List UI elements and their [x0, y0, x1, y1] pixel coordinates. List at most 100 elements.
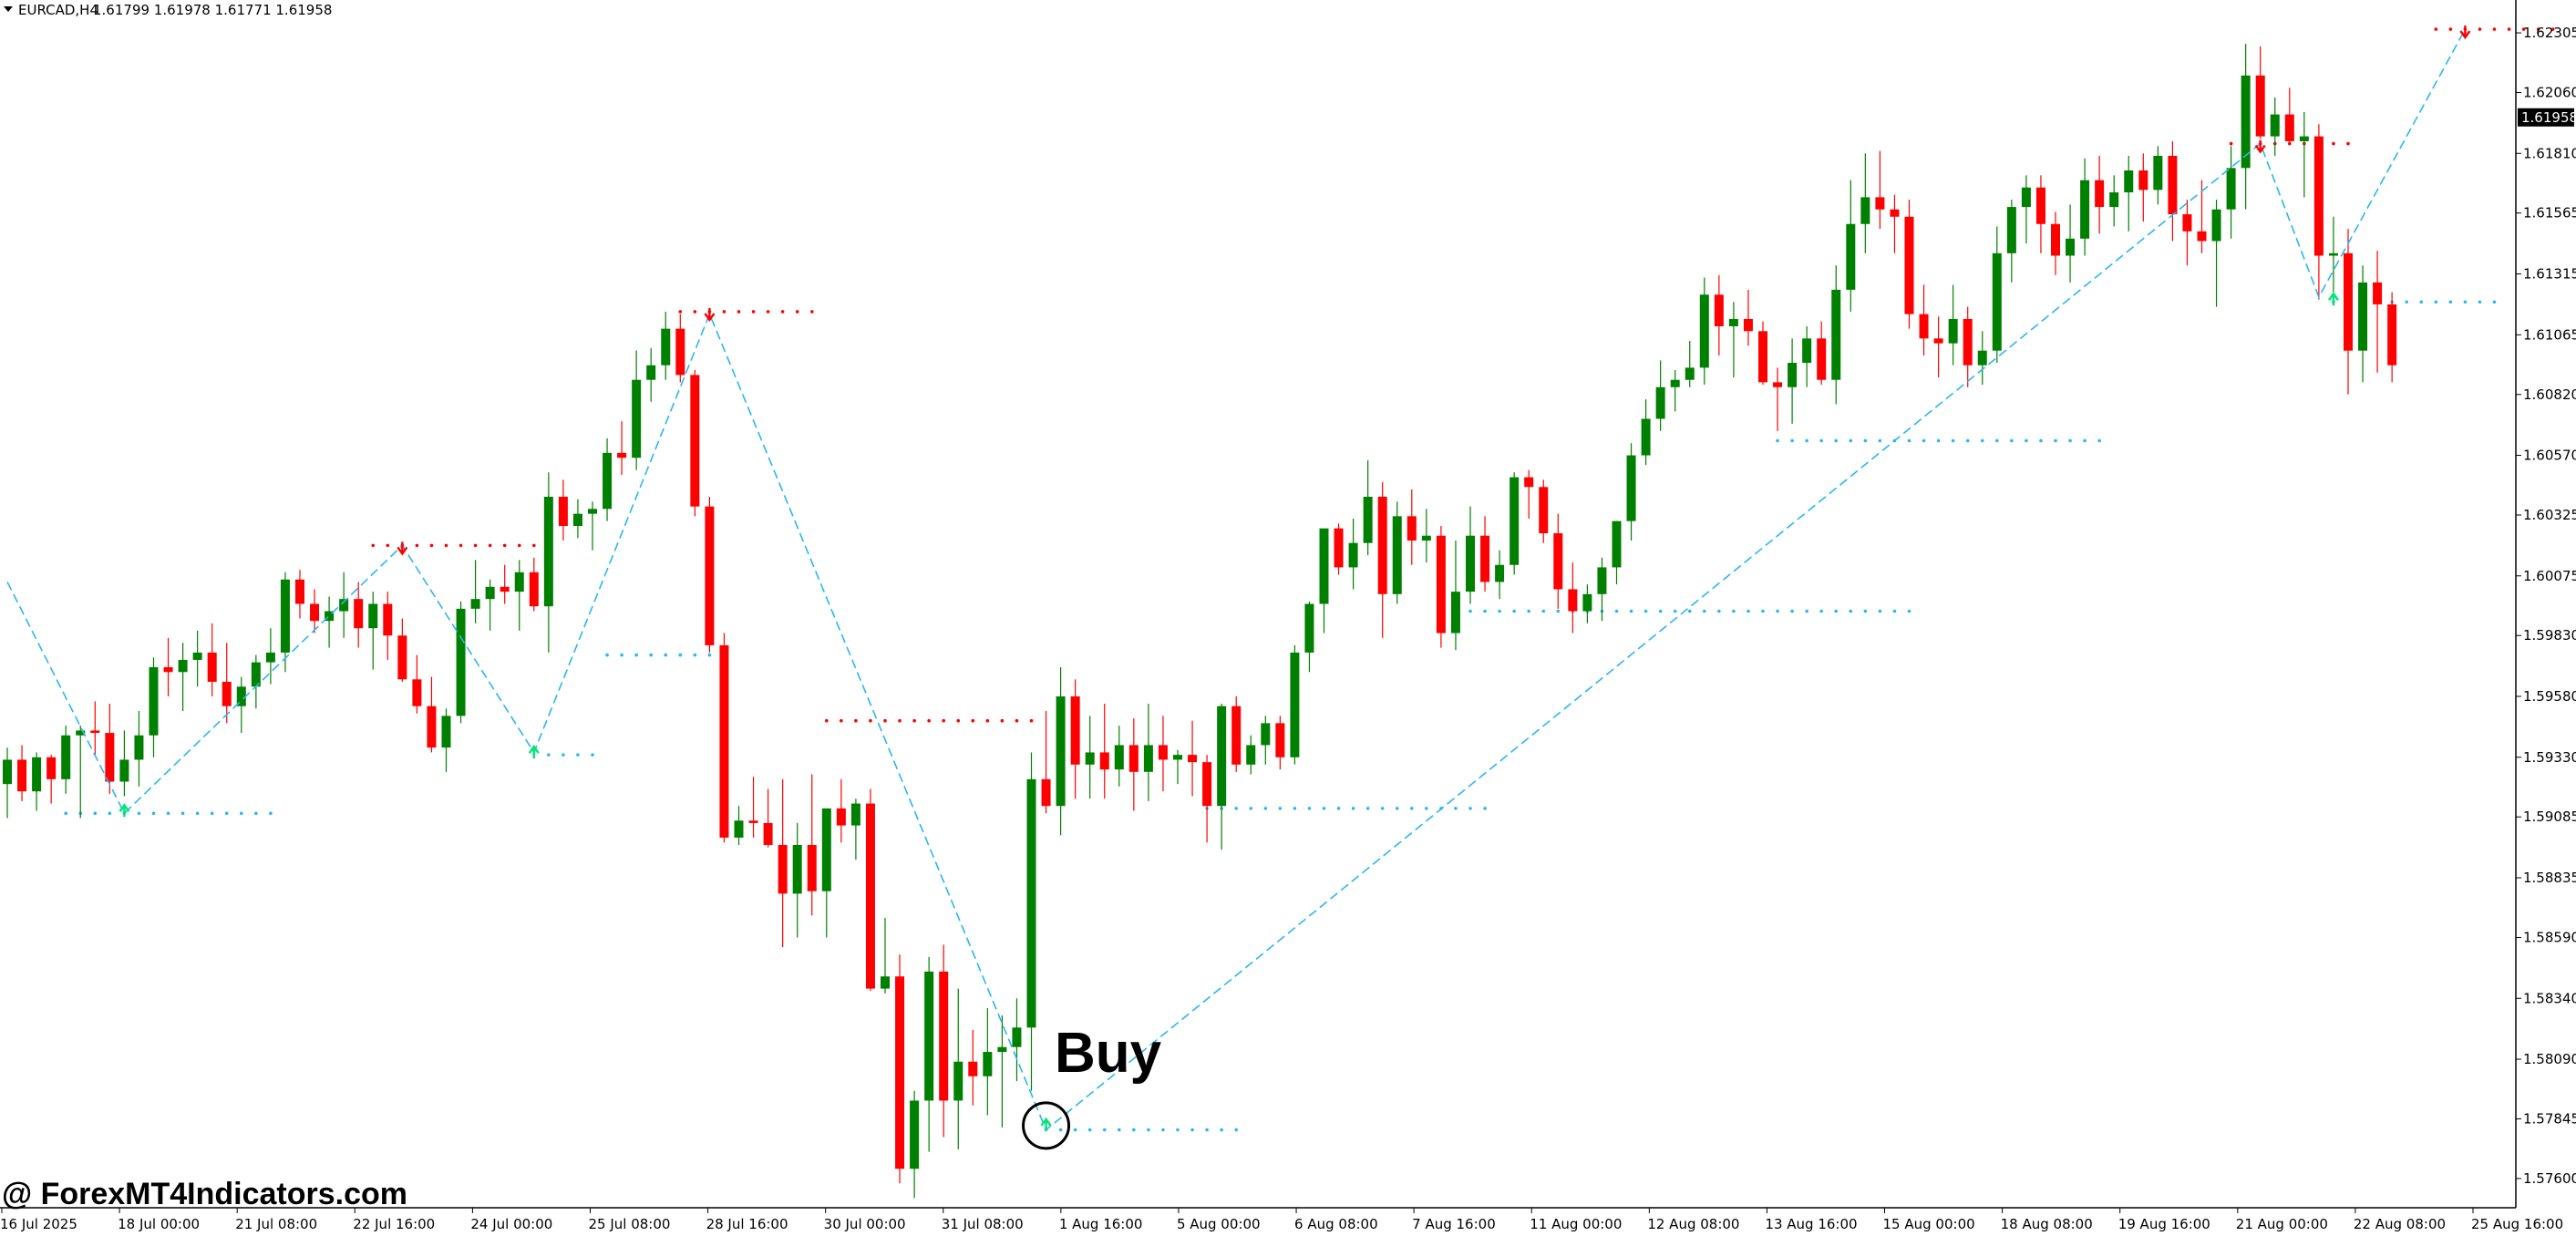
support-dot [1307, 807, 1312, 810]
candle-body [339, 599, 349, 612]
candle-body [1992, 252, 2002, 351]
candle-body [1041, 778, 1051, 807]
candle-body [1699, 294, 1709, 368]
candle-body [968, 1061, 978, 1076]
price-tick-label: 1.59085 [2523, 809, 2576, 825]
candle-body [310, 603, 320, 622]
support-dot [108, 811, 112, 816]
support-dot [576, 753, 580, 757]
support-dot [224, 811, 229, 816]
candle-body [1128, 745, 1139, 772]
sell-arrow-icon [2459, 26, 2471, 40]
support-dot [1351, 807, 1355, 810]
candle-body [1070, 696, 1080, 765]
candle-body [603, 452, 613, 510]
candle-body [1714, 294, 1724, 326]
candle-body [500, 586, 510, 592]
support-dot [1541, 609, 1546, 613]
time-tick-label: 15 Aug 00:00 [1883, 1216, 1975, 1232]
sell-arrow-icon [2254, 139, 2266, 154]
candle-body [1275, 723, 1285, 757]
candle-body [881, 976, 890, 989]
price-tick-label: 1.61065 [2523, 326, 2576, 343]
candle-body [1202, 762, 1212, 807]
resistance-dot [532, 543, 536, 548]
candle-body [1597, 567, 1607, 594]
candle-body [1450, 592, 1460, 633]
support-dot [1805, 609, 1808, 613]
candle-body [719, 644, 729, 838]
candle-body [265, 652, 275, 663]
candle-body [705, 506, 715, 645]
candle-body [1919, 314, 1929, 339]
support-dot [1687, 609, 1692, 613]
candle-body [558, 496, 568, 527]
support-dot [240, 811, 243, 816]
support-dot [2039, 438, 2043, 443]
candle-body [850, 803, 860, 826]
candle-body [1831, 289, 1841, 380]
dropdown-triangle-icon[interactable] [4, 6, 13, 12]
resistance-dot [2536, 27, 2540, 31]
support-dot [1058, 1128, 1063, 1132]
resistance-dot [942, 718, 945, 723]
candle-body [1334, 528, 1344, 568]
candle-body [1626, 455, 1636, 521]
support-dot [707, 653, 712, 657]
buy-arrow-icon [1040, 1117, 1052, 1131]
support-dot [151, 811, 156, 816]
time-tick-label: 21 Aug 00:00 [2236, 1216, 2328, 1232]
support-dot [1425, 807, 1428, 810]
buy-arrow-icon [118, 803, 130, 818]
support-dot [1249, 807, 1253, 810]
candle-body [46, 757, 57, 779]
candle-body [1670, 379, 1680, 387]
support-dot [1761, 609, 1765, 613]
price-tick-label: 1.57600 [2523, 1170, 2576, 1187]
resistance-dot [2550, 27, 2555, 31]
candles [3, 44, 2397, 1199]
support-dot [254, 811, 258, 816]
resistance-dot [2229, 141, 2233, 146]
price-tick-label: 1.62060 [2523, 85, 2576, 101]
candle-body [2153, 155, 2163, 191]
support-dot [137, 811, 141, 816]
candle-body [2035, 187, 2045, 224]
buy-arrow-icon [528, 745, 540, 759]
support-dot [1951, 438, 1955, 443]
candle-body [1392, 516, 1402, 594]
time-tick-label: 5 Aug 00:00 [1177, 1216, 1261, 1232]
support-dot [1863, 438, 1868, 443]
resistance-dot [415, 543, 419, 548]
time-tick-label: 1 Aug 16:00 [1059, 1216, 1143, 1232]
support-dot [678, 653, 683, 657]
candle-body [2124, 170, 2134, 193]
candle-body [1963, 318, 1973, 366]
current-price-tag-box [2518, 108, 2574, 127]
price-tick-label: 1.58590 [2523, 929, 2576, 945]
candle-body [1246, 745, 1256, 765]
support-dot [1087, 1128, 1092, 1132]
candle-body [2328, 252, 2338, 256]
support-dot [2010, 438, 2014, 443]
time-tick-label: 18 Aug 08:00 [2001, 1216, 2093, 1232]
support-dot [649, 653, 653, 657]
candle-body [236, 686, 246, 706]
support-dot [1776, 609, 1779, 613]
support-dot [1278, 807, 1283, 810]
resistance-dot [927, 718, 931, 723]
support-dot [1643, 609, 1648, 613]
resistance-dot [840, 718, 843, 723]
resistance-dot [898, 718, 902, 723]
support-dot [1614, 609, 1619, 613]
time-tick-label: 28 Jul 16:00 [706, 1216, 788, 1232]
candle-body [632, 379, 642, 458]
time-tick-label: 25 Jul 08:00 [588, 1216, 670, 1232]
candle-body [1261, 723, 1271, 746]
buy-annotation: Buy [1055, 1022, 1162, 1085]
current-price-tag: 1.61958 [2518, 108, 2576, 127]
candle-body [778, 844, 788, 894]
candle-body [1904, 216, 1914, 314]
sell-arrow-icon [397, 541, 408, 556]
